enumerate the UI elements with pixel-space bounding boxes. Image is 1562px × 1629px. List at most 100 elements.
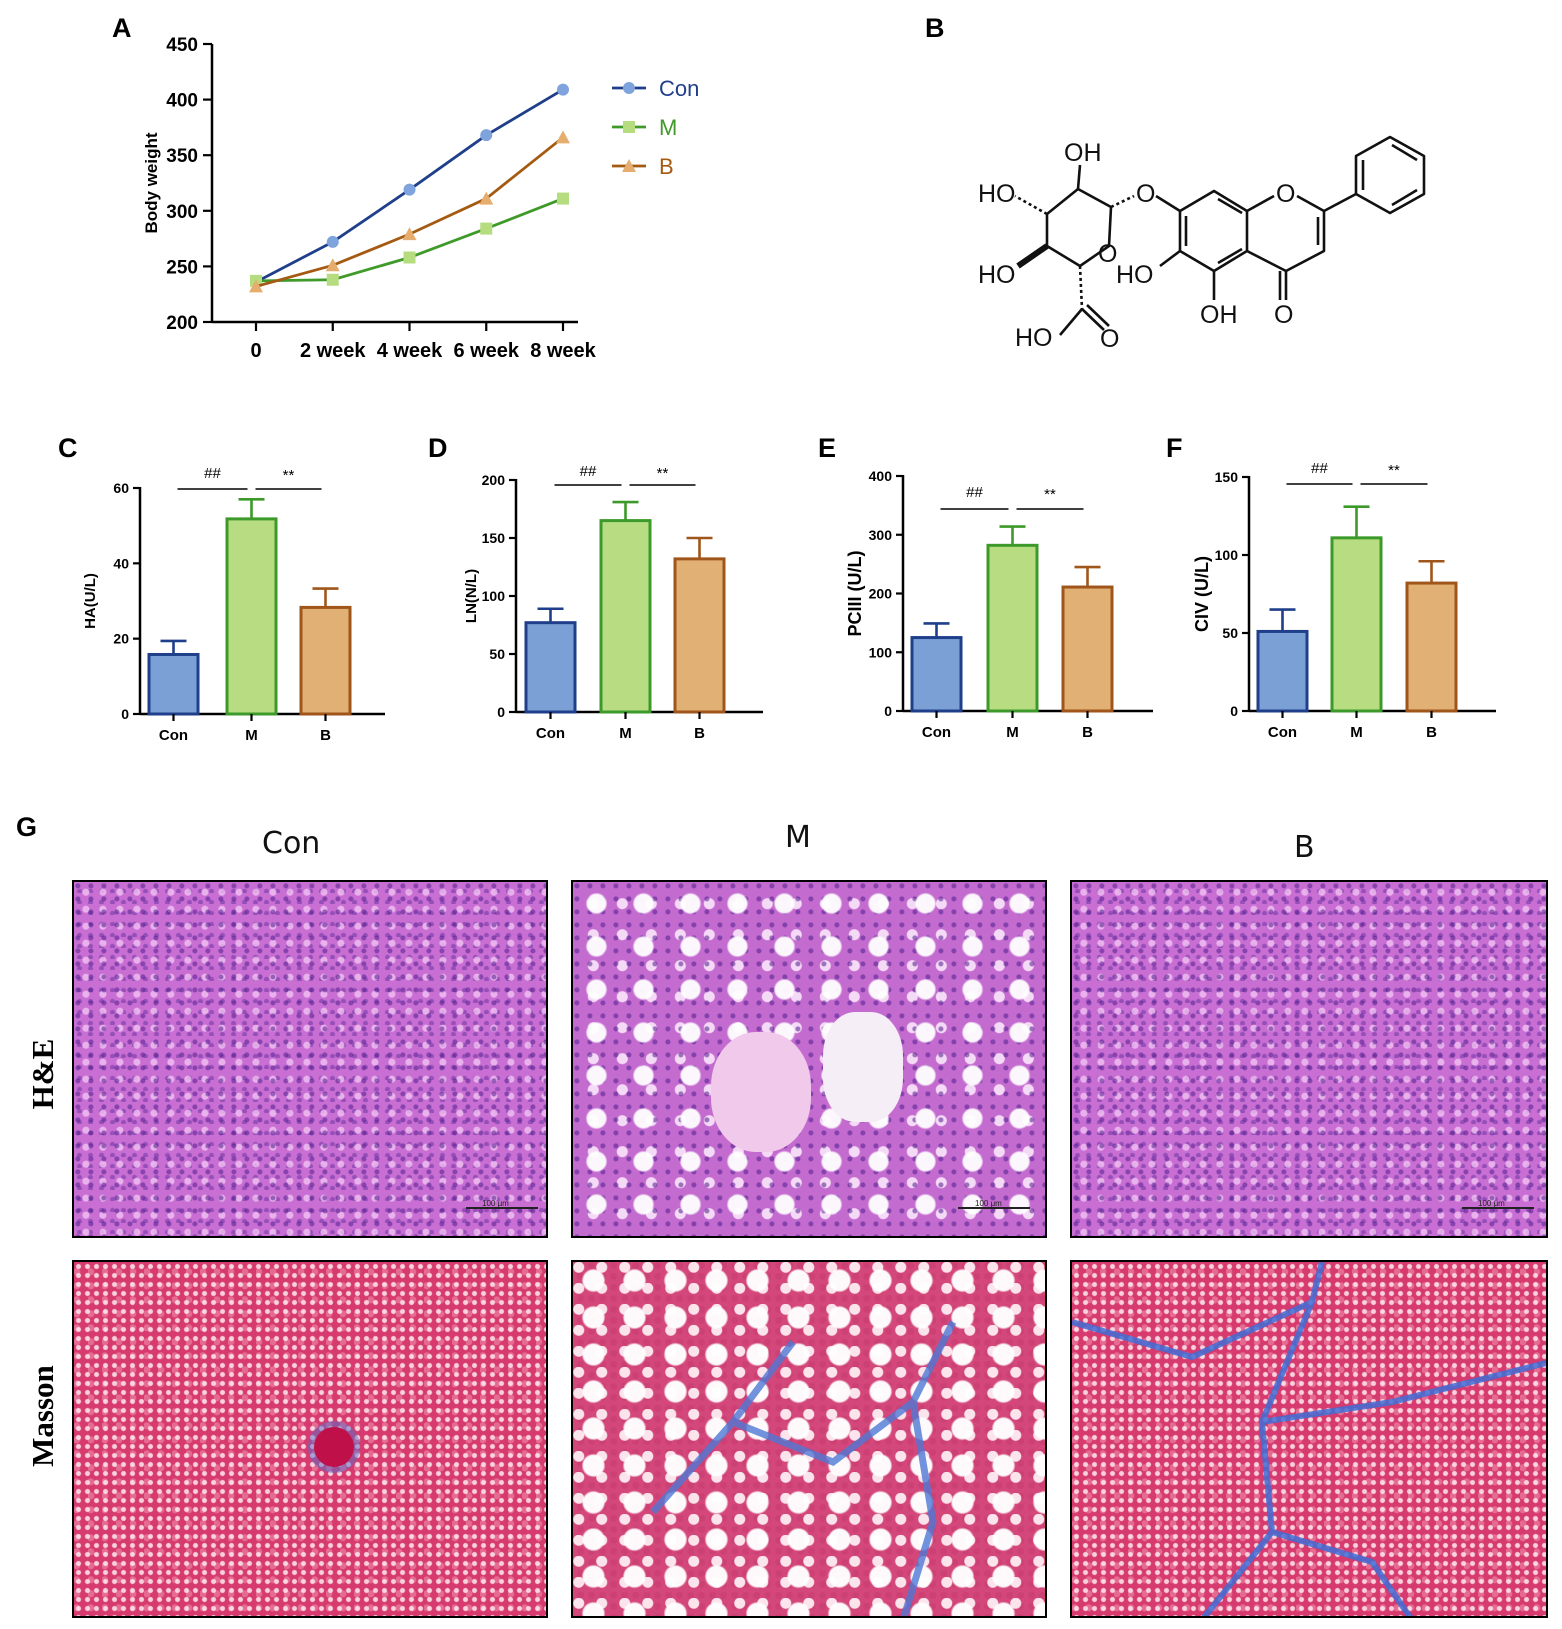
scale-label: 100 μm: [975, 1199, 1002, 1208]
data-point: [402, 227, 417, 241]
x-tick-label: Con: [159, 727, 188, 744]
y-tick-label: 450: [166, 35, 198, 56]
he-con-image: 100 μm: [72, 880, 548, 1238]
x-tick-label: M: [245, 727, 258, 744]
panel-label-e: E: [818, 433, 836, 463]
bar-con: [147, 652, 200, 716]
legend-label-con: Con: [659, 76, 699, 101]
o-ketone-label: O: [1274, 301, 1293, 329]
y-axis-label: LN(N/L): [463, 569, 480, 623]
histology-col-con: Con: [262, 826, 321, 861]
series-line-b: [255, 136, 564, 288]
y-tick-label: 100: [1215, 547, 1239, 563]
y-axis-label: Body weight: [142, 132, 161, 233]
data-point: [325, 258, 340, 272]
significance-label: **: [1388, 462, 1400, 479]
y-tick-label: 400: [869, 468, 893, 484]
o-ring-chromone-label: O: [1276, 180, 1295, 208]
series-line-con: [255, 88, 564, 284]
bar-b: [299, 605, 352, 716]
data-point: [249, 279, 263, 293]
y-axis-label: HA(U/L): [82, 573, 99, 629]
ho-bottom-left-label: HO: [978, 261, 1016, 289]
significance-label: ##: [1311, 460, 1328, 477]
bar-con: [1256, 629, 1309, 713]
x-tick-label: M: [1350, 724, 1363, 741]
ho-acid-label: HO: [1015, 324, 1053, 352]
bar-con: [910, 636, 963, 713]
x-tick-label: B: [320, 727, 331, 744]
y-tick-label: 50: [489, 646, 505, 662]
x-tick-label: 4 week: [377, 340, 443, 362]
bar-m: [986, 543, 1039, 713]
y-tick-label: 200: [482, 472, 506, 488]
panel-label-c: C: [58, 433, 78, 463]
oh-bottom-label: OH: [1200, 301, 1238, 329]
y-tick-label: 0: [884, 703, 892, 719]
y-tick-label: 50: [1222, 625, 1238, 641]
data-point: [403, 183, 416, 196]
masson-m-image: [571, 1260, 1047, 1618]
x-tick-label: M: [1006, 724, 1019, 741]
data-point: [556, 130, 570, 144]
bar-m: [599, 519, 652, 714]
y-tick-label: 250: [166, 257, 198, 278]
scale-bar: [1462, 1207, 1534, 1209]
o-link-label: O: [1136, 180, 1155, 208]
x-tick-label: 8 week: [530, 340, 596, 362]
bar-b: [1061, 585, 1114, 713]
y-tick-label: 0: [1230, 703, 1238, 719]
y-tick-label: 0: [497, 704, 505, 720]
x-tick-label: 2 week: [300, 340, 366, 362]
significance-label: ##: [580, 463, 597, 480]
panel-label-a: A: [112, 13, 132, 43]
y-tick-label: 350: [166, 146, 198, 167]
x-tick-label: B: [694, 725, 705, 742]
y-tick-label: 40: [113, 555, 129, 571]
o-ring-sugar-label: O: [1098, 240, 1117, 268]
y-tick-label: 0: [121, 706, 129, 722]
he-m-image: 100 μm: [571, 880, 1047, 1238]
data-point: [623, 82, 635, 94]
y-tick-label: 400: [166, 91, 198, 112]
legend-label-b: B: [659, 154, 674, 179]
significance-label: **: [1044, 486, 1056, 503]
panel-label-g: G: [16, 812, 37, 842]
x-tick-label: 0: [250, 340, 261, 362]
scale-label: 100 μm: [1478, 1199, 1505, 1208]
x-tick-label: Con: [536, 725, 565, 742]
y-tick-label: 200: [166, 313, 198, 334]
data-point: [326, 273, 339, 286]
data-point: [557, 192, 569, 205]
y-tick-label: 200: [869, 586, 893, 602]
vessel-lumen: [823, 1012, 903, 1122]
histology-row-he: H&E: [25, 1038, 60, 1110]
y-axis-label: PCIII (U/L): [845, 551, 865, 637]
x-tick-label: B: [1082, 724, 1093, 741]
data-point: [623, 121, 635, 133]
x-tick-label: B: [1426, 724, 1437, 741]
collagen-fibers: [650, 1320, 957, 1616]
panel-label-b: B: [925, 13, 945, 43]
significance-label: ##: [966, 484, 983, 501]
significance-label: ##: [204, 465, 221, 482]
y-tick-label: 150: [1215, 469, 1239, 485]
series-line-m: [255, 197, 564, 283]
x-tick-label: Con: [1268, 724, 1297, 741]
legend-label-m: M: [659, 115, 677, 140]
scale-bar: [466, 1207, 538, 1209]
y-tick-label: 100: [482, 588, 506, 604]
ho-inner-label: HO: [1116, 261, 1154, 289]
scale-bar: [958, 1207, 1030, 1209]
y-tick-label: 150: [482, 530, 506, 546]
central-vein: [314, 1427, 354, 1467]
vessel-lumen: [711, 1032, 811, 1152]
data-point: [479, 191, 494, 205]
data-point: [622, 159, 636, 172]
y-tick-label: 100: [869, 644, 893, 660]
panel-label-d: D: [428, 433, 448, 463]
x-tick-label: 6 week: [453, 340, 519, 362]
y-tick-label: 300: [869, 527, 893, 543]
masson-con-image: [72, 1260, 548, 1618]
